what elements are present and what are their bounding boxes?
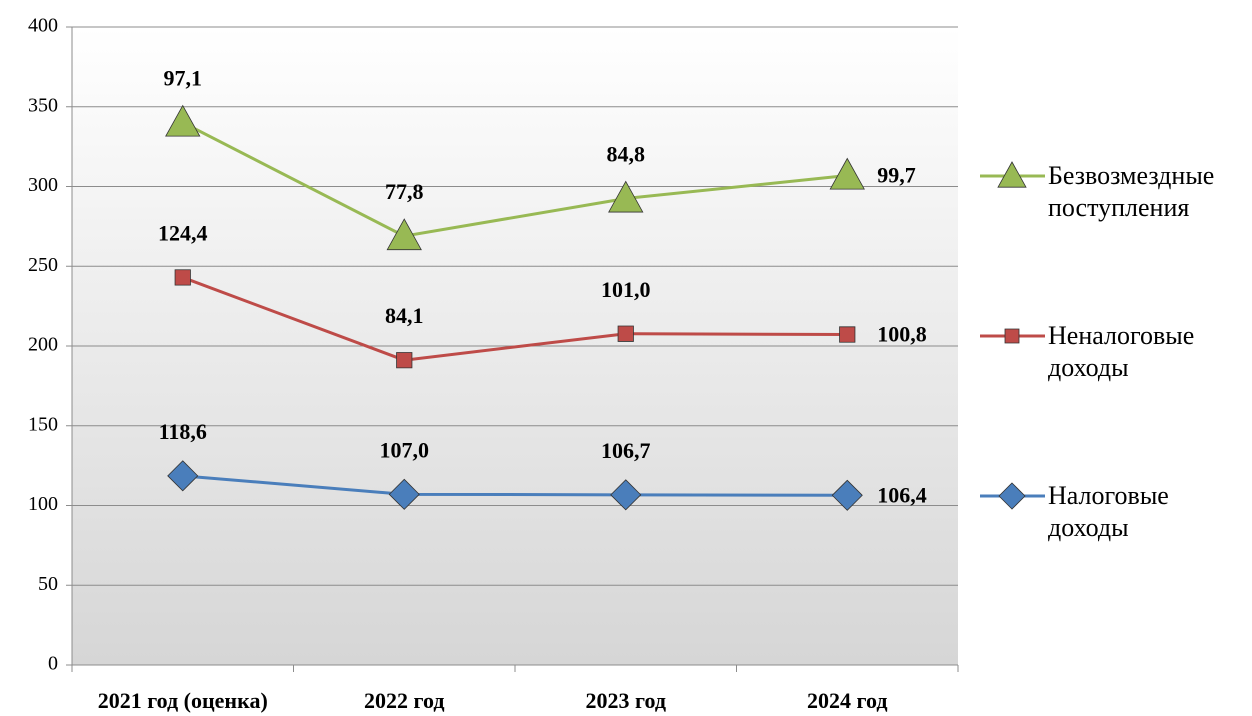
x-tick-label: 2023 год	[586, 688, 666, 713]
data-label: 124,4	[158, 220, 208, 245]
diamond-marker	[388, 478, 420, 510]
x-tick-label: 2022 год	[364, 688, 444, 713]
y-tick-label: 100	[28, 493, 58, 515]
diamond-marker	[831, 479, 863, 511]
y-tick-label: 400	[28, 15, 58, 37]
legend-label: Налоговые доходы	[1048, 481, 1169, 542]
series-line	[182, 276, 848, 362]
triangle-marker	[829, 157, 865, 190]
legend-label: Неналоговые доходы	[1048, 321, 1195, 382]
data-label: 101,0	[601, 277, 651, 302]
data-label: 77,8	[385, 179, 424, 204]
series-line	[182, 474, 848, 497]
data-label: 100,8	[877, 322, 927, 347]
data-label: 118,6	[159, 419, 207, 444]
diamond-marker	[998, 482, 1026, 510]
data-label: 84,8	[607, 142, 646, 167]
diamond-marker	[167, 460, 199, 492]
legend-label: Безвозмездные поступления	[1048, 161, 1215, 222]
x-tick-label: 2024 год	[807, 688, 887, 713]
square-marker	[1004, 328, 1020, 344]
y-tick-label: 50	[38, 573, 58, 595]
square-marker	[839, 326, 856, 343]
triangle-marker	[386, 218, 422, 251]
x-tick-label: 2021 год (оценка)	[98, 688, 268, 713]
data-label: 106,4	[877, 482, 927, 507]
data-label: 97,1	[164, 66, 203, 91]
data-label: 84,1	[385, 303, 424, 328]
y-tick-label: 300	[28, 174, 58, 196]
square-marker	[396, 352, 413, 369]
data-label: 107,0	[380, 437, 430, 462]
y-tick-label: 150	[28, 413, 58, 435]
y-tick-label: 250	[28, 254, 58, 276]
diamond-marker	[610, 479, 642, 511]
square-marker	[617, 325, 634, 342]
triangle-marker	[165, 104, 201, 137]
triangle-marker	[608, 180, 644, 213]
square-marker	[174, 269, 191, 286]
data-label: 99,7	[877, 163, 916, 188]
y-tick-label: 200	[28, 334, 58, 356]
triangle-marker	[997, 161, 1027, 188]
data-label: 106,7	[601, 438, 651, 463]
y-tick-label: 0	[48, 653, 58, 675]
series-line	[182, 121, 848, 238]
y-tick-label: 350	[28, 94, 58, 116]
